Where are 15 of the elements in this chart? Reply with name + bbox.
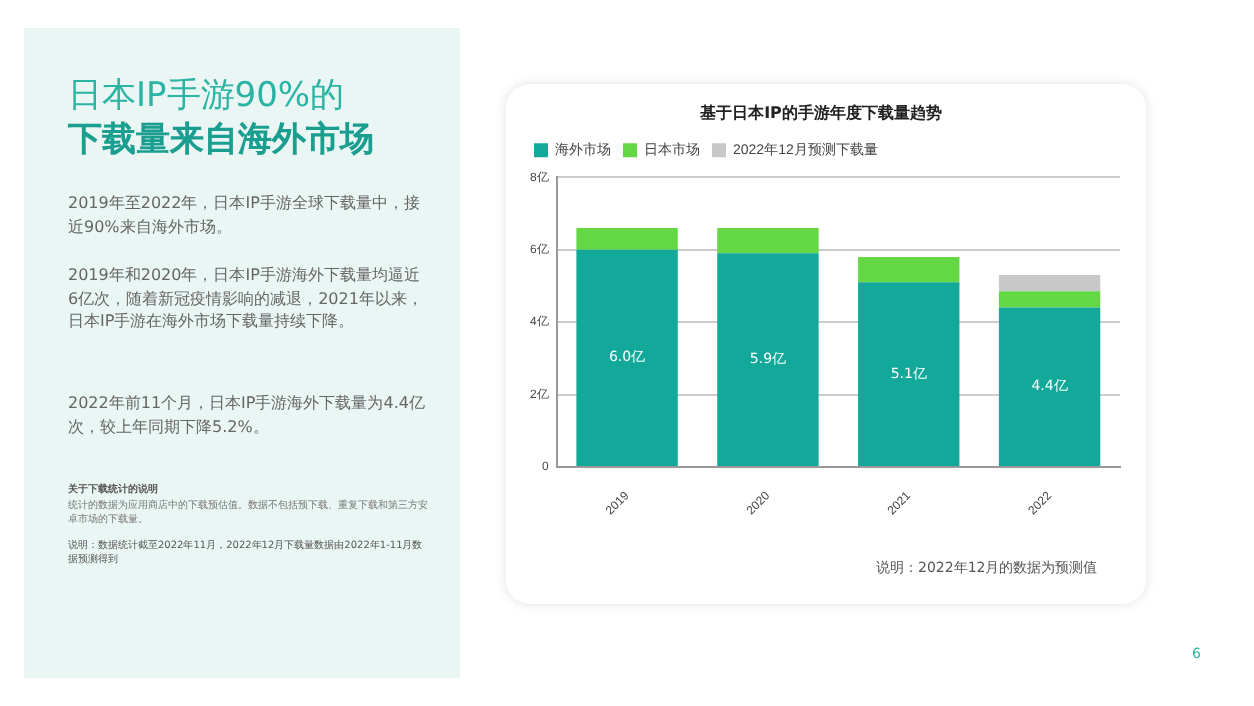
- text: 2019年和2020年，日本IP手游海外下载量均逼近6亿次，随着新冠疫情影响的减退，2021年以来，日本IP手游在海外市场下载量持续下降。: [68, 264, 425, 334]
- text: 下载量来自海外市场: [68, 118, 376, 164]
- bar: [998, 307, 1101, 466]
- bar: [576, 249, 678, 466]
- bar: [998, 274, 1101, 292]
- text: 日本IP手游90%的: [68, 74, 347, 120]
- text: 2019年至2022年，日本IP手游全球下载量中，接近90%来自海外市场。: [68, 192, 422, 239]
- bar: [858, 282, 960, 466]
- chart-title: 基于日本IP的手游年度下载量趋势: [698, 101, 942, 122]
- bar: [576, 227, 678, 250]
- bar: [858, 256, 960, 283]
- text: 2022年前11个月，日本IP手游海外下载量为4.4亿次，较上年同期下降5.2%。: [68, 392, 427, 439]
- bar: [998, 291, 1101, 308]
- bar: [717, 253, 819, 466]
- bar: [717, 227, 819, 254]
